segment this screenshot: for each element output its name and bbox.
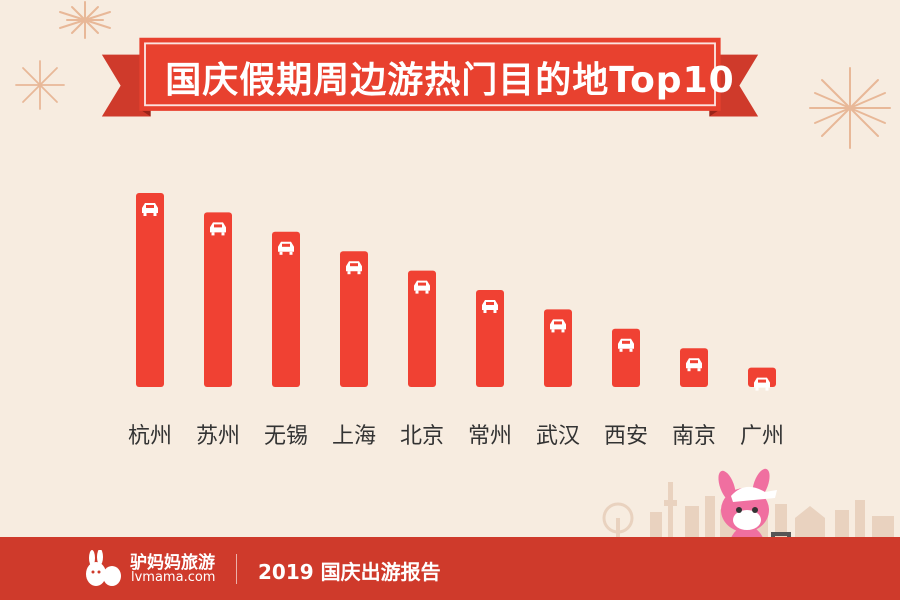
bar-chart xyxy=(136,193,776,391)
car-icon xyxy=(142,203,158,216)
brand-name: 驴妈妈旅游 xyxy=(130,553,215,573)
car-icon xyxy=(414,280,430,294)
bar xyxy=(476,290,504,387)
bar-无锡 xyxy=(272,231,300,387)
car-icon xyxy=(754,377,770,391)
firework-top-left xyxy=(59,1,111,39)
bar-南京 xyxy=(680,348,708,387)
category-label: 北京 xyxy=(399,424,444,449)
category-label: 无锡 xyxy=(263,424,308,449)
bar xyxy=(272,231,300,387)
car-icon xyxy=(278,241,294,255)
car-icon xyxy=(550,319,566,333)
chart-title: 国庆假期周边游热门目的地Top10 xyxy=(165,60,735,101)
car-icon xyxy=(482,300,498,313)
category-label: 西安 xyxy=(603,424,648,449)
footer-bar xyxy=(0,537,900,600)
bar xyxy=(408,270,436,387)
bar-广州 xyxy=(748,367,776,391)
car-icon xyxy=(618,338,634,352)
title-ribbon xyxy=(101,37,759,117)
bar-武汉 xyxy=(544,309,572,387)
bar-西安 xyxy=(612,328,640,387)
bar-上海 xyxy=(340,251,368,387)
firework-left xyxy=(15,60,65,110)
brand-url: lvmama.com xyxy=(131,570,216,585)
footer-divider xyxy=(236,554,237,584)
bar-苏州 xyxy=(204,212,232,387)
category-label: 广州 xyxy=(739,424,784,449)
category-label: 武汉 xyxy=(535,424,580,449)
report-title: 2019 国庆出游报告 xyxy=(258,560,441,584)
category-label: 常州 xyxy=(467,424,512,449)
category-label: 南京 xyxy=(671,424,716,449)
car-icon xyxy=(210,222,226,236)
bar-北京 xyxy=(408,270,436,387)
category-label: 杭州 xyxy=(127,424,172,449)
car-icon xyxy=(686,358,702,372)
bar xyxy=(136,193,164,387)
bar xyxy=(612,328,640,387)
bar-常州 xyxy=(476,290,504,387)
category-label: 苏州 xyxy=(195,424,240,449)
bar-杭州 xyxy=(136,193,164,387)
bar xyxy=(204,212,232,387)
bar xyxy=(340,251,368,387)
firework-right xyxy=(809,67,891,149)
brand-logo-icon xyxy=(86,550,121,586)
car-icon xyxy=(346,261,362,275)
category-label: 上海 xyxy=(331,424,376,449)
